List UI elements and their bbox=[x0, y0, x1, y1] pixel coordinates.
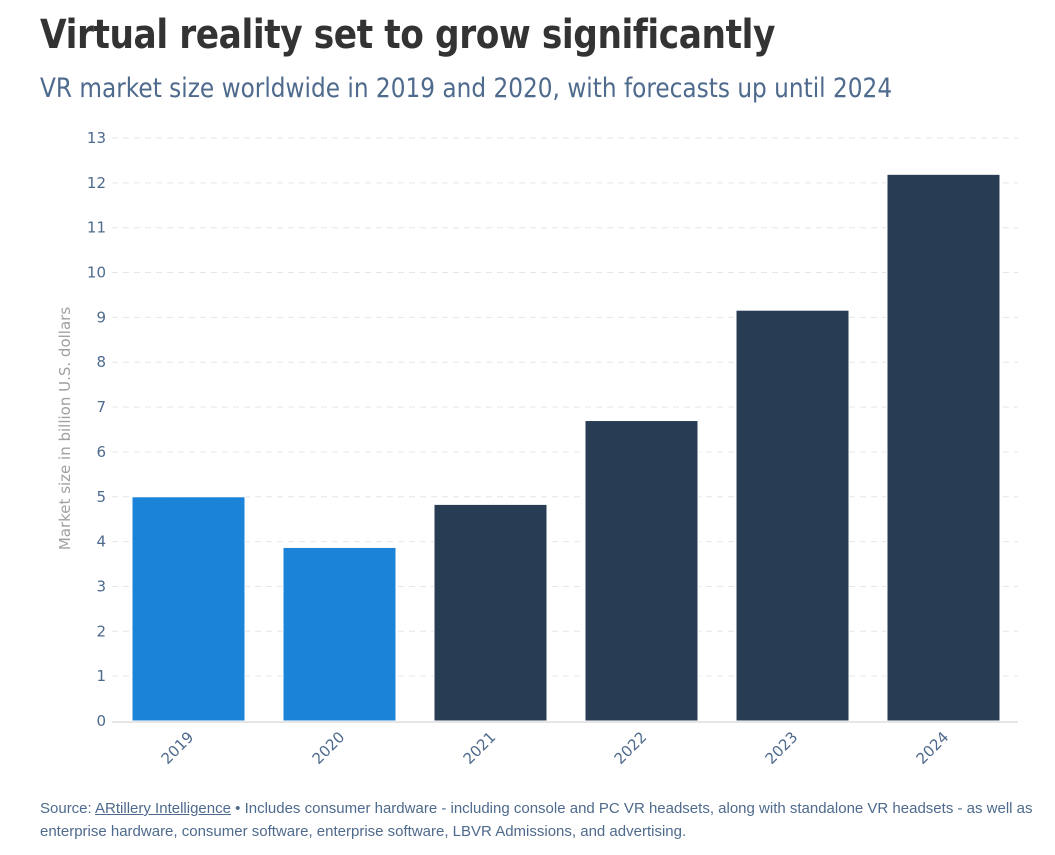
bar-2019[interactable] bbox=[131, 496, 246, 722]
y-tick-label: 5 bbox=[96, 488, 106, 506]
y-tick-label: 3 bbox=[96, 577, 106, 595]
bar-2024[interactable] bbox=[886, 173, 1001, 722]
x-tick-label: 2023 bbox=[762, 728, 802, 768]
y-tick-label: 4 bbox=[96, 533, 106, 551]
y-tick-label: 11 bbox=[87, 219, 106, 237]
y-tick-label: 9 bbox=[96, 308, 106, 326]
y-tick-label: 7 bbox=[96, 398, 106, 416]
x-tick-label: 2021 bbox=[460, 728, 500, 768]
y-tick-label: 12 bbox=[87, 174, 106, 192]
y-tick-label: 13 bbox=[87, 129, 106, 147]
y-tick-label: 8 bbox=[96, 353, 106, 371]
source-label: Source: bbox=[40, 800, 92, 817]
bars bbox=[131, 173, 1001, 722]
gridlines bbox=[112, 137, 1018, 677]
footer-note: Includes consumer hardware - including c… bbox=[40, 800, 1033, 840]
x-tick-label: 2024 bbox=[913, 728, 953, 768]
y-tick-label: 0 bbox=[96, 712, 106, 730]
chart-subtitle: VR market size worldwide in 2019 and 202… bbox=[40, 73, 893, 104]
y-axis-label: Market size in billion U.S. dollars bbox=[56, 307, 74, 550]
y-tick-label: 6 bbox=[96, 443, 106, 461]
bar-2023[interactable] bbox=[735, 309, 850, 722]
x-tick-label: 2019 bbox=[158, 728, 198, 768]
y-tick-label: 1 bbox=[96, 667, 106, 685]
bar-2021[interactable] bbox=[433, 503, 548, 722]
chart-footer: Source: ARtillery Intelligence • Include… bbox=[40, 797, 1040, 843]
x-tick-label: 2020 bbox=[309, 728, 349, 768]
separator: • bbox=[235, 800, 241, 817]
chart-title: Virtual reality set to grow significantl… bbox=[40, 12, 775, 58]
y-tick-label: 10 bbox=[87, 264, 106, 282]
x-axis-ticks: 2019 2020 2021 2022 2023 2024 bbox=[158, 728, 953, 768]
bar-2020[interactable] bbox=[282, 546, 397, 722]
x-tick-label: 2022 bbox=[611, 728, 651, 768]
bar-2022[interactable] bbox=[584, 420, 699, 722]
y-tick-label: 2 bbox=[96, 622, 106, 640]
source-link[interactable]: ARtillery Intelligence bbox=[95, 800, 231, 817]
